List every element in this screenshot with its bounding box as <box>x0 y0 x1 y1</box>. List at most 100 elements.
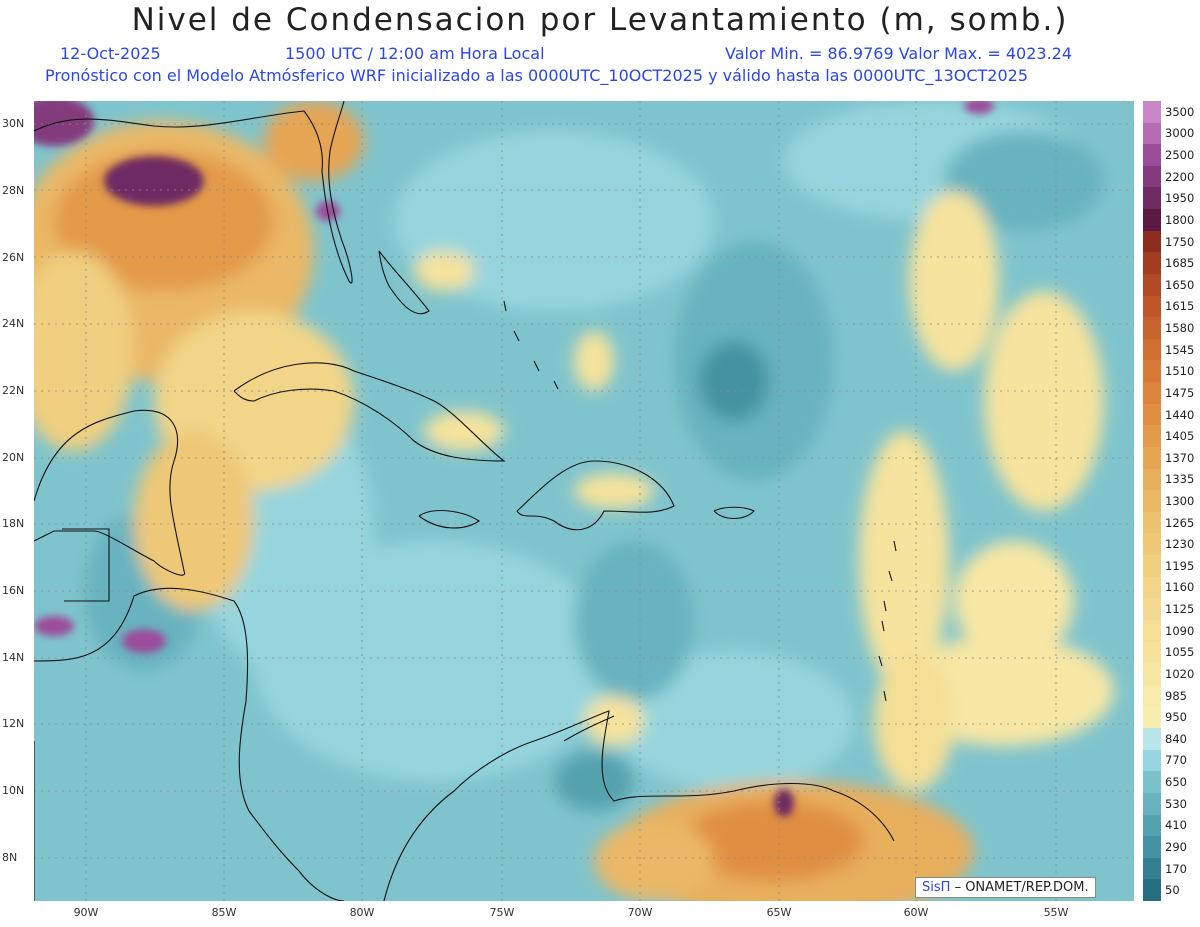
lat-label: 28N <box>2 184 25 197</box>
colorbar-cell <box>1143 230 1161 253</box>
lat-label: 8N <box>2 851 18 864</box>
colorbar-cell <box>1143 446 1161 470</box>
colorbar-label: 1440 <box>1165 407 1195 422</box>
lat-label: 24N <box>2 317 25 330</box>
min-max-values: Valor Min. = 86.9769 Valor Max. = 4023.2… <box>725 44 1073 63</box>
colorbar-label: 170 <box>1165 861 1187 876</box>
colorbar-label: 1020 <box>1165 666 1195 681</box>
colorbar-cell <box>1143 814 1161 837</box>
colorbar-cell <box>1143 122 1161 145</box>
colorbar-cell <box>1143 273 1161 297</box>
colorbar-cell <box>1143 663 1161 686</box>
colorbar <box>1143 101 1161 902</box>
colorbar-label: 1370 <box>1165 450 1195 465</box>
colorbar-label: 650 <box>1165 775 1187 790</box>
colorbar-cell <box>1143 749 1161 772</box>
field-shading <box>34 101 1114 901</box>
lon-label: 80W <box>349 906 375 919</box>
colorbar-cell <box>1143 209 1161 232</box>
lat-label: 18N <box>2 517 25 530</box>
colorbar-label: 1300 <box>1165 494 1195 508</box>
credit-text: – ONAMET/REP.DOM. <box>954 880 1089 895</box>
colorbar-label: 2500 <box>1165 148 1195 163</box>
colorbar-cell <box>1143 771 1161 794</box>
colorbar-label: 50 <box>1165 883 1180 898</box>
colorbar-cell <box>1143 555 1161 578</box>
colorbar-label: 530 <box>1165 796 1187 811</box>
lcl-map <box>34 101 1134 901</box>
lat-label: 26N <box>2 251 25 264</box>
colorbar-cell <box>1143 338 1161 361</box>
colorbar-cell <box>1143 187 1161 210</box>
colorbar-label: 290 <box>1165 839 1187 854</box>
colorbar-label: 1125 <box>1165 602 1195 617</box>
graticule <box>34 101 1134 901</box>
colorbar-label: 1090 <box>1165 623 1195 638</box>
colorbar-cell <box>1143 879 1161 902</box>
colorbar-cell <box>1143 468 1161 491</box>
map-title: Nivel de Condensacion por Levantamiento … <box>131 2 1069 38</box>
colorbar-label: 1160 <box>1165 580 1195 595</box>
coastlines <box>34 101 897 901</box>
colorbar-label: 1265 <box>1165 515 1195 530</box>
colorbar-label: 950 <box>1165 710 1187 725</box>
lon-label: 85W <box>211 906 237 919</box>
colorbar-label: 410 <box>1165 818 1187 833</box>
colorbar-cell <box>1143 533 1161 556</box>
colorbar-cell <box>1143 619 1161 643</box>
credit-box: SisΠ – ONAMET/REP.DOM. <box>915 877 1096 898</box>
colorbar-cell <box>1143 706 1161 729</box>
lon-label: 65W <box>766 906 792 919</box>
colorbar-cell <box>1143 360 1161 383</box>
colorbar-cell <box>1143 576 1161 599</box>
colorbar-label: 1615 <box>1165 299 1195 314</box>
high-values <box>34 101 994 817</box>
lon-label: 70W <box>627 906 653 919</box>
lon-label: 75W <box>489 906 515 919</box>
colorbar-label: 1580 <box>1165 321 1195 336</box>
colorbar-cell <box>1143 101 1161 124</box>
lat-label: 14N <box>2 651 25 664</box>
forecast-time: 1500 UTC / 12:00 am Hora Local <box>285 44 545 63</box>
colorbar-cell <box>1143 857 1161 880</box>
colorbar-cell <box>1143 490 1161 513</box>
colorbar-cell <box>1143 252 1161 275</box>
forecast-date: 12-Oct-2025 <box>60 44 161 63</box>
colorbar-label: 1685 <box>1165 256 1195 271</box>
colorbar-label: 1800 <box>1165 212 1195 227</box>
lat-label: 22N <box>2 384 25 397</box>
colorbar-cell <box>1143 728 1161 751</box>
colorbar-label: 770 <box>1165 753 1187 768</box>
sispi-logo: SisΠ <box>922 880 951 895</box>
colorbar-cell <box>1143 598 1161 621</box>
colorbar-label: 1510 <box>1165 364 1195 379</box>
lat-label: 20N <box>2 451 25 464</box>
colorbar-cell <box>1143 144 1161 167</box>
colorbar-cell <box>1143 382 1161 405</box>
colorbar-label: 2200 <box>1165 169 1195 184</box>
colorbar-label: 3500 <box>1165 104 1195 119</box>
colorbar-cell <box>1143 425 1161 448</box>
colorbar-cell <box>1143 165 1161 188</box>
colorbar-cell <box>1143 684 1161 707</box>
lat-label: 30N <box>2 117 25 130</box>
colorbar-cell <box>1143 403 1161 426</box>
lon-label: 60W <box>903 906 929 919</box>
lon-label: 55W <box>1043 906 1069 919</box>
colorbar-cell <box>1143 836 1161 859</box>
colorbar-cell <box>1143 295 1161 318</box>
colorbar-label: 985 <box>1165 688 1187 703</box>
colorbar-label: 1475 <box>1165 385 1195 400</box>
colorbar-label: 3000 <box>1165 126 1195 141</box>
lon-label: 90W <box>73 906 99 919</box>
colorbar-label: 1650 <box>1165 277 1195 292</box>
colorbar-cell <box>1143 511 1161 534</box>
colorbar-cell <box>1143 792 1161 815</box>
colorbar-label: 1950 <box>1165 191 1195 206</box>
lat-label: 12N <box>2 717 25 730</box>
colorbar-label: 1405 <box>1165 429 1195 444</box>
colorbar-label: 840 <box>1165 731 1187 746</box>
colorbar-label: 1055 <box>1165 645 1195 660</box>
lat-label: 10N <box>2 784 25 797</box>
colorbar-label: 1195 <box>1165 558 1195 573</box>
